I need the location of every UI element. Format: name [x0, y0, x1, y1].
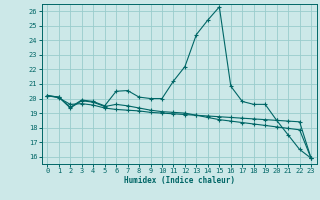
X-axis label: Humidex (Indice chaleur): Humidex (Indice chaleur) — [124, 176, 235, 185]
